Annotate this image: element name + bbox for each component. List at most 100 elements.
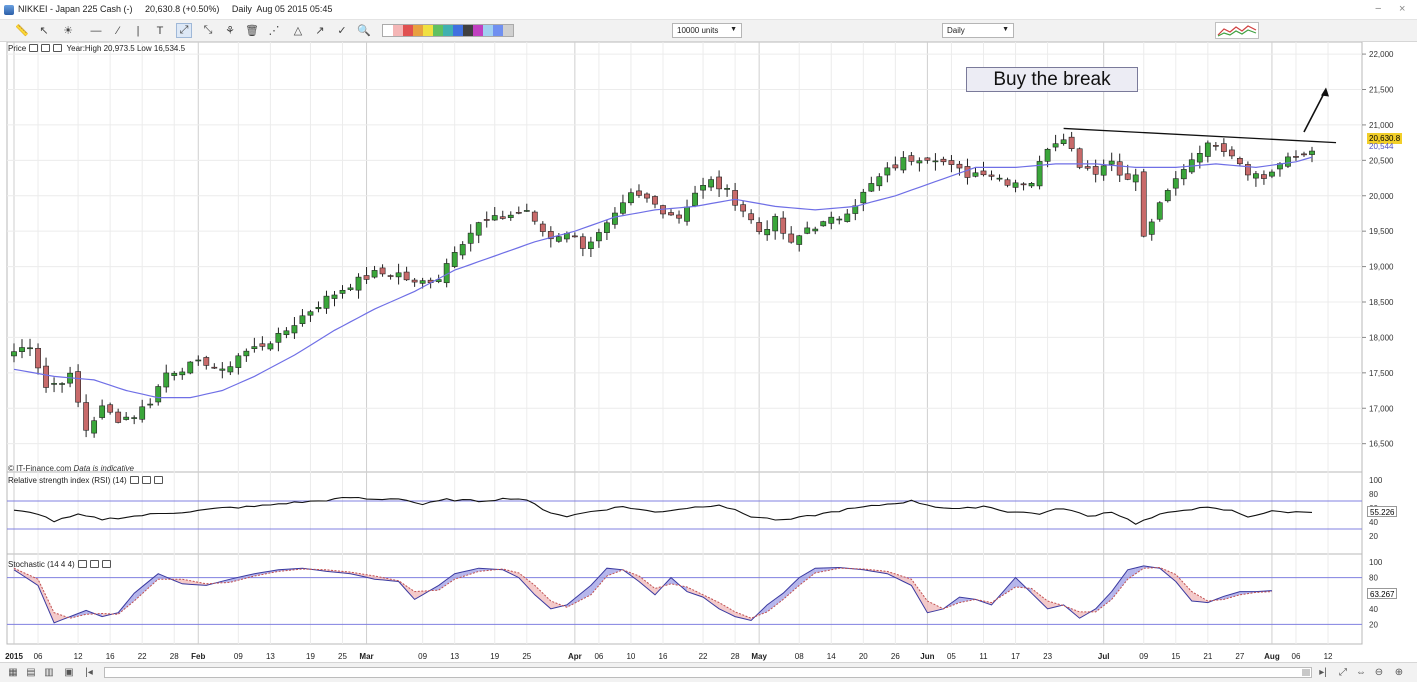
candle-up <box>972 172 979 177</box>
candle-down <box>547 231 554 240</box>
edit-icon[interactable] <box>29 44 39 52</box>
annotation-box: Buy the break <box>966 67 1138 92</box>
rsi-panel-label: Relative strength index (RSI) (14) <box>8 476 163 485</box>
vertical-line-icon[interactable]: | <box>136 24 140 37</box>
zoom-fit-icon[interactable]: ⤢ <box>1339 667 1347 678</box>
zoom-in-icon[interactable]: ⊕ <box>1394 667 1404 678</box>
chart-thumbnail-icon[interactable] <box>1215 22 1259 39</box>
pointer-icon[interactable]: ↖ <box>39 25 49 37</box>
edit-icon[interactable] <box>129 476 139 484</box>
y-tick-label: 20,000 <box>1369 192 1394 201</box>
candle-up <box>1180 169 1187 180</box>
minimize-button[interactable]: − <box>1375 3 1382 15</box>
chart-canvas[interactable]: 22,000 21,500 21,000 20,500 20,000 19,500 19,0… <box>0 42 1417 662</box>
period-dropdown[interactable]: Daily ▼ <box>942 23 1014 38</box>
stoch-band <box>646 582 655 595</box>
palette-swatch[interactable] <box>493 25 503 36</box>
palette-swatch[interactable] <box>483 25 493 36</box>
candle-up <box>596 232 602 242</box>
scroll-thumb[interactable] <box>1302 669 1310 676</box>
stoch-band <box>238 575 247 581</box>
candle-down <box>644 193 650 199</box>
candle-down <box>83 402 90 431</box>
fib-icon[interactable]: ⤢ <box>176 23 192 38</box>
palette-swatch[interactable] <box>463 25 473 36</box>
candle-up <box>916 160 923 164</box>
chart-area[interactable]: 22,000 21,500 21,000 20,500 20,000 19,500 19,0… <box>0 42 1417 662</box>
window-icon[interactable] <box>141 476 151 484</box>
sun-icon[interactable]: ☀ <box>63 25 73 37</box>
stoch-band <box>1167 570 1176 582</box>
close-icon[interactable] <box>153 476 163 484</box>
rsi-tick-label: 20 <box>1369 532 1378 541</box>
palette-swatch[interactable] <box>433 25 443 36</box>
x-tick-label: 13 <box>266 652 275 661</box>
text-tool-icon[interactable]: T <box>156 24 164 37</box>
x-tick-label: 09 <box>234 652 243 661</box>
candle-down <box>1212 145 1219 147</box>
horizontal-line-icon[interactable]: — <box>90 24 102 37</box>
trendline-icon[interactable]: ⁄ <box>117 24 119 37</box>
candle-down <box>756 222 763 232</box>
window-icon[interactable] <box>41 44 51 52</box>
palette-swatch[interactable] <box>413 25 423 36</box>
palette-swatch[interactable] <box>443 25 453 36</box>
candle-up <box>884 167 891 176</box>
palette-swatch[interactable] <box>423 25 433 36</box>
pattern-icon[interactable]: ⚘ <box>225 25 235 37</box>
delete-icon[interactable]: 🗑 <box>245 25 259 37</box>
arrow-icon[interactable]: ↗ <box>315 25 325 37</box>
stoch-band <box>574 591 583 604</box>
price-label: Price <box>8 44 27 53</box>
grid-icon[interactable]: ▦ <box>8 667 18 678</box>
color-palette[interactable] <box>382 24 514 37</box>
palette-swatch[interactable] <box>473 25 483 36</box>
close-button[interactable]: × <box>1399 3 1406 15</box>
stoch-tick-label: 40 <box>1369 605 1378 614</box>
palette-swatch[interactable] <box>453 25 463 36</box>
scroll-start-icon[interactable]: |◂ <box>85 667 93 678</box>
candle-up <box>1269 171 1275 177</box>
candle-up <box>900 157 907 171</box>
triangle-icon[interactable]: △ <box>293 25 303 37</box>
zoom-out-icon[interactable]: ⊖ <box>1374 667 1384 678</box>
units-dropdown[interactable]: 10000 units ▼ <box>672 23 742 38</box>
x-tick-label: Apr <box>568 652 582 661</box>
close-icon[interactable] <box>101 560 111 568</box>
stoch-band <box>526 579 535 595</box>
edit-icon[interactable] <box>77 560 87 568</box>
chart-settings-icon[interactable]: ▤ <box>26 667 36 678</box>
check-icon[interactable]: ✓ <box>337 25 347 37</box>
channel-icon[interactable]: ⋰ <box>268 25 280 37</box>
close-icon[interactable] <box>53 44 63 52</box>
candle-up <box>724 188 730 190</box>
palette-swatch[interactable] <box>383 25 393 36</box>
fib-fan-icon[interactable]: ⤡ <box>203 24 213 36</box>
y-tick-label: 19,000 <box>1369 263 1394 272</box>
palette-swatch[interactable] <box>503 25 513 36</box>
candle-up <box>620 202 626 214</box>
indicator-icon[interactable]: ▥ <box>44 667 54 678</box>
candle-down <box>387 275 394 277</box>
pan-icon[interactable]: ⇔ <box>1356 667 1366 678</box>
ruler-icon[interactable]: 📏 <box>15 25 29 37</box>
stoch-band <box>767 599 776 612</box>
candle-up <box>628 192 634 204</box>
scroll-right-icon[interactable]: ▸| <box>1319 667 1327 678</box>
y-tick-label: 17,000 <box>1369 404 1394 413</box>
palette-swatch[interactable] <box>403 25 413 36</box>
stoch-band <box>919 590 928 613</box>
stoch-band <box>1239 591 1248 595</box>
stoch-band <box>606 568 615 577</box>
time-scrollbar[interactable] <box>104 667 1312 678</box>
stoch-band <box>1095 600 1104 612</box>
candle-up <box>1028 183 1035 187</box>
image-icon[interactable]: ▣ <box>64 667 74 678</box>
candle-down <box>1020 183 1027 186</box>
stoch-band <box>799 572 808 586</box>
window-icon[interactable] <box>89 560 99 568</box>
palette-swatch[interactable] <box>393 25 403 36</box>
candle-up <box>1148 221 1155 235</box>
candle-up <box>1204 142 1211 157</box>
zoom-icon[interactable]: 🔍 <box>357 25 371 37</box>
